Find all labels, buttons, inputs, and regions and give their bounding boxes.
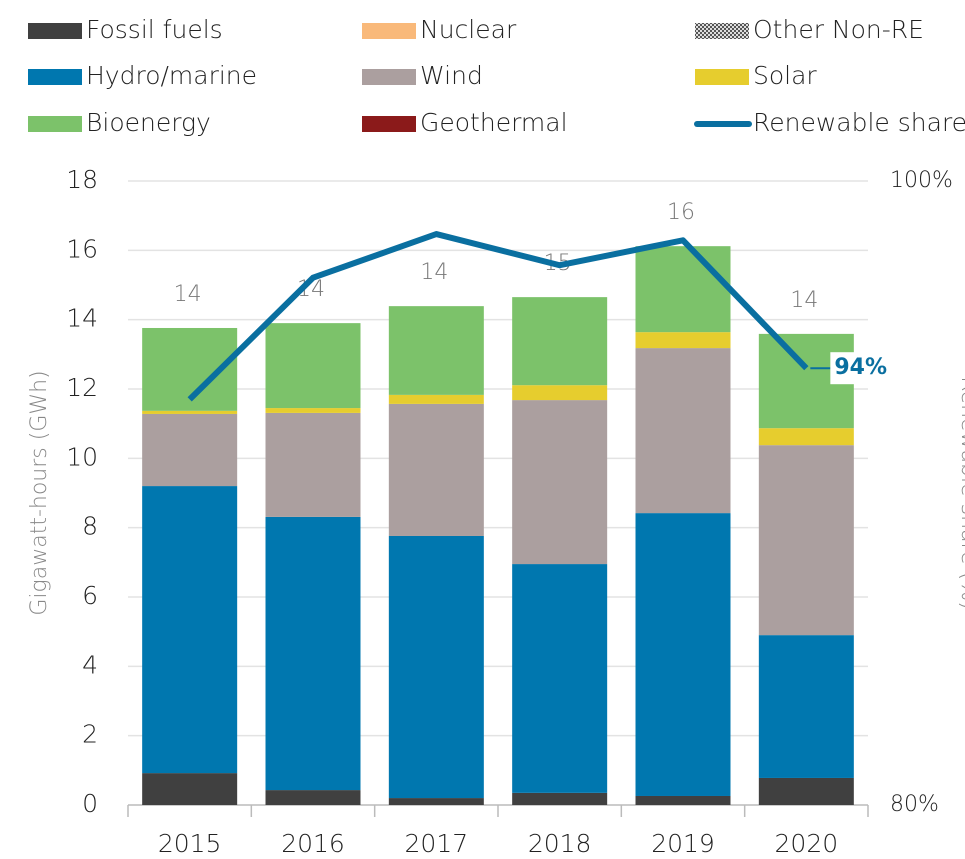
legend-label: Hydro/marine [86,61,257,90]
y-tick-label: 2 [82,720,98,749]
bar-segment [388,306,484,395]
bar-segment [265,412,361,517]
y-tick-label: 14 [66,304,98,333]
total-label: 14 [420,260,448,285]
bar-segment [388,403,484,536]
bar-segment [265,323,361,409]
x-tick-label: 2017 [405,829,469,858]
legend-swatch [362,69,416,85]
bar-segment [388,535,484,799]
bar-segment [758,445,854,636]
y-tick-label: 6 [82,581,98,610]
bar-segment [512,564,608,793]
bar-segment [512,297,608,386]
legend-label: Bioenergy [86,108,211,137]
y-axis-label: Gigawatt-hours (GWh) [27,370,52,615]
bar-segment [512,400,608,565]
bar-segment [142,410,238,414]
y2-axis-label: Renewable share (%) [956,376,965,609]
legend-label: Renewable share [753,108,965,137]
legend-swatch [28,23,82,39]
bar-segment [265,408,361,413]
legend-label: Solar [753,61,817,90]
y-tick-label: 0 [82,789,98,818]
x-tick-label: 2016 [281,829,345,858]
data-label: 94% [834,355,887,380]
y-tick-label: 16 [66,234,98,263]
total-label: 16 [667,200,695,225]
bar-segment [635,332,731,349]
y-tick-label: 4 [82,650,98,679]
y-tick-label: 10 [66,442,98,471]
bar-segment [758,777,854,805]
x-tick-label: 2020 [775,829,839,858]
bar-segment [635,513,731,796]
line [187,231,809,402]
y2-tick-label: 100% [890,168,953,193]
x-tick-label: 2015 [158,829,222,858]
legend-label: Wind [420,61,483,90]
bar-segment [388,394,484,404]
bar-segment [758,635,854,778]
y-tick-label: 8 [82,512,98,541]
bar-segment [635,246,731,333]
y2-tick-label: 80% [890,792,939,817]
bar-segment [512,792,608,805]
total-label: 14 [174,282,202,307]
bar-segment [142,413,238,487]
legend-label: Other Non-RE [753,15,924,44]
bar-segment [265,516,361,791]
bar-segment [142,773,238,805]
legend-swatch [362,116,416,132]
legend-label: Geothermal [420,108,568,137]
total-label: 14 [790,288,818,313]
legend-swatch [362,23,416,39]
x-tick-label: 2019 [651,829,715,858]
bar-segment [265,790,361,805]
bar-segment [758,428,854,446]
bar-segment [635,795,731,805]
legend-swatch [695,23,749,39]
legend-swatch [695,69,749,85]
legend-label: Fossil fuels [86,15,223,44]
bar-segment [635,348,731,514]
x-tick-label: 2018 [528,829,592,858]
label-bg [830,352,889,385]
legend-label: Nuclear [420,15,517,44]
legend-swatch [28,69,82,85]
bar-segment [388,798,484,805]
legend-swatch [28,116,82,132]
bar-segment [142,486,238,774]
y-tick-label: 12 [66,373,98,402]
bar-segment [512,385,608,401]
y-tick-label: 18 [66,165,98,194]
